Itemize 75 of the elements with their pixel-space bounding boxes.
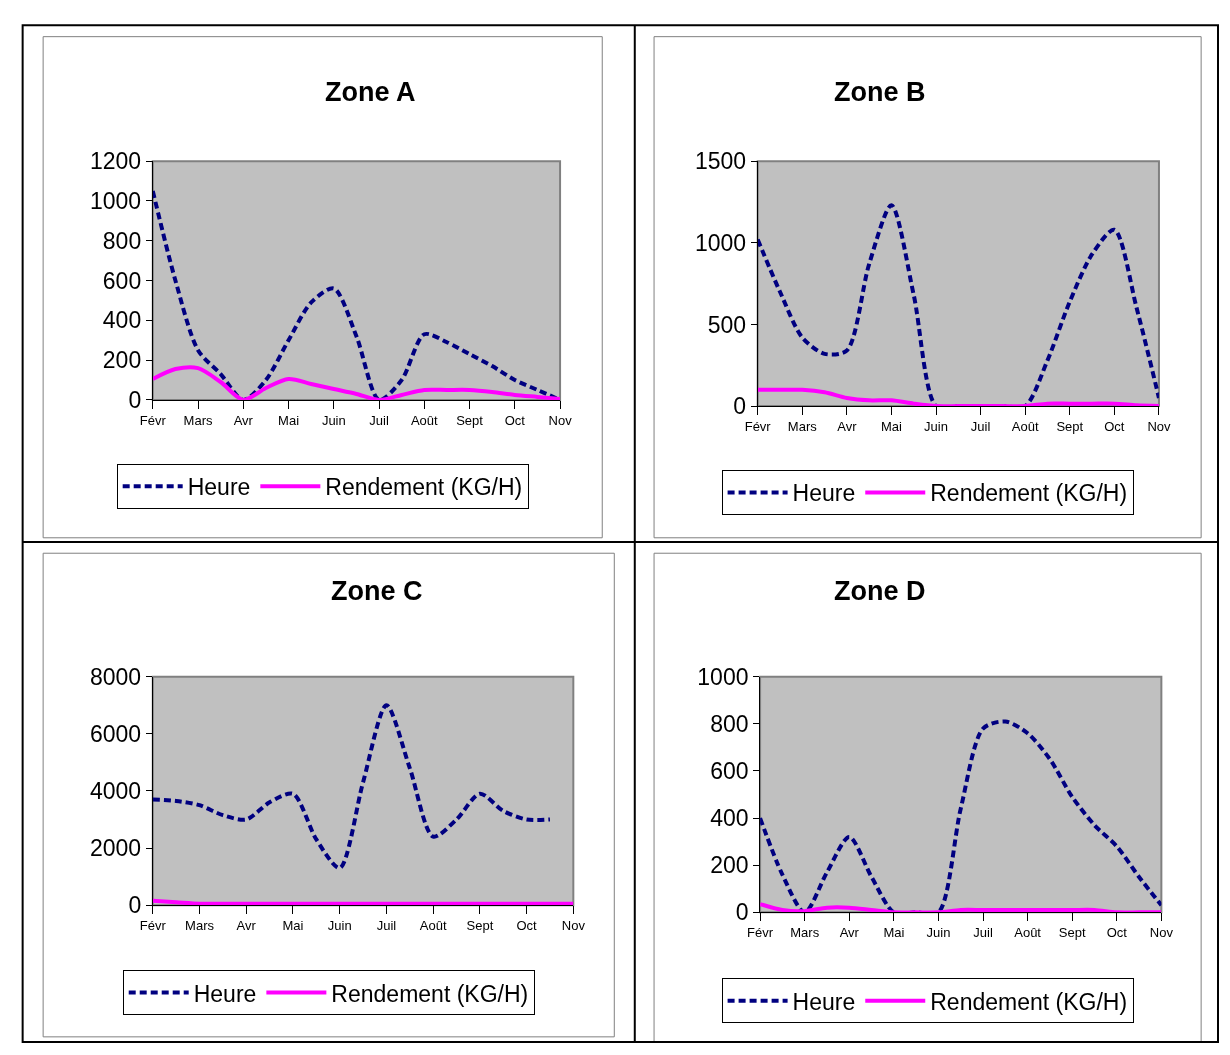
- y-tick-label: 0: [128, 386, 142, 413]
- legend-label: Rendement (KG/H): [930, 480, 1128, 507]
- x-tick-label: Avr: [233, 412, 254, 428]
- line-series: [152, 703, 552, 871]
- x-tick-label: Mai: [883, 924, 905, 940]
- x-tick-label: Août: [419, 917, 447, 933]
- y-tick-label: 1200: [90, 148, 142, 175]
- x-tick-label: Mars: [787, 418, 818, 434]
- y-tick-label: 800: [710, 710, 749, 737]
- y-tick-label: 1000: [90, 188, 142, 215]
- x-tick-label: Juin: [321, 412, 346, 428]
- x-tick-label: Avr: [236, 917, 257, 933]
- legend-label: Heure: [792, 480, 856, 507]
- x-tick-label: Nov: [1147, 418, 1172, 434]
- chart-title: Zone D: [834, 576, 926, 606]
- legend-label: Rendement (KG/H): [930, 988, 1128, 1015]
- x-tick-label: Avr: [837, 418, 858, 434]
- y-tick-label: 0: [733, 393, 747, 420]
- x-tick-label: Oct: [504, 412, 526, 428]
- legend-label: Rendement (KG/H): [325, 474, 523, 501]
- x-tick-label: Mai: [880, 418, 903, 434]
- x-tick-label: Avr: [839, 924, 860, 940]
- x-tick-label: Oct: [1104, 418, 1125, 434]
- y-tick-label: 500: [707, 311, 747, 338]
- legend-label: Heure: [193, 980, 257, 1007]
- y-tick-label: 0: [735, 899, 749, 926]
- x-tick-label: Juin: [327, 917, 352, 933]
- x-tick-label: Nov: [548, 412, 573, 428]
- legend-label: Heure: [187, 474, 251, 501]
- x-tick-label: Sept: [456, 412, 484, 428]
- x-tick-label: Mai: [282, 917, 304, 933]
- x-tick-label: Févr: [139, 412, 167, 428]
- x-tick-label: Mars: [185, 917, 215, 933]
- legend-label: Heure: [792, 988, 856, 1015]
- y-tick-label: 400: [102, 307, 142, 334]
- x-tick-label: Juil: [376, 917, 397, 933]
- x-tick-label: Juil: [970, 418, 991, 434]
- y-tick-label: 200: [710, 852, 749, 879]
- y-tick-label: 1000: [694, 229, 747, 256]
- x-tick-label: Sept: [1058, 924, 1086, 940]
- x-tick-label: Févr: [139, 917, 167, 933]
- x-tick-label: Févr: [744, 418, 772, 434]
- y-tick-label: 1500: [694, 148, 747, 175]
- chart-title: Zone B: [834, 77, 926, 107]
- y-tick-label: 800: [102, 227, 142, 254]
- y-tick-label: 200: [102, 347, 142, 374]
- x-tick-label: Mars: [790, 924, 820, 940]
- y-tick-label: 600: [102, 267, 142, 294]
- x-tick-label: Août: [1011, 418, 1039, 434]
- x-tick-label: Mars: [183, 412, 213, 428]
- x-tick-label: Mai: [278, 412, 300, 428]
- x-tick-label: Juin: [926, 924, 951, 940]
- x-tick-label: Févr: [747, 924, 774, 940]
- chart-title: Zone A: [325, 77, 416, 107]
- y-tick-label: 6000: [90, 720, 142, 747]
- chart-title: Zone C: [331, 576, 423, 606]
- x-tick-label: Sept: [1056, 418, 1084, 434]
- y-tick-label: 1000: [697, 663, 749, 690]
- x-tick-label: Juin: [924, 418, 948, 434]
- x-tick-label: Nov: [1149, 924, 1174, 940]
- y-tick-label: 0: [128, 892, 142, 919]
- x-tick-label: Août: [1014, 924, 1042, 940]
- x-tick-label: Nov: [561, 917, 586, 933]
- y-tick-label: 600: [710, 758, 749, 785]
- x-tick-label: Oct: [516, 917, 538, 933]
- x-tick-label: Juil: [973, 924, 993, 940]
- y-tick-label: 400: [710, 805, 749, 832]
- x-tick-label: Sept: [466, 917, 494, 933]
- legend-label: Rendement (KG/H): [331, 980, 529, 1007]
- x-tick-label: Oct: [1106, 924, 1128, 940]
- x-tick-label: Août: [410, 412, 439, 428]
- y-tick-label: 8000: [90, 663, 142, 690]
- y-tick-label: 2000: [90, 835, 142, 862]
- y-tick-label: 4000: [90, 777, 142, 804]
- x-tick-label: Juil: [369, 412, 389, 428]
